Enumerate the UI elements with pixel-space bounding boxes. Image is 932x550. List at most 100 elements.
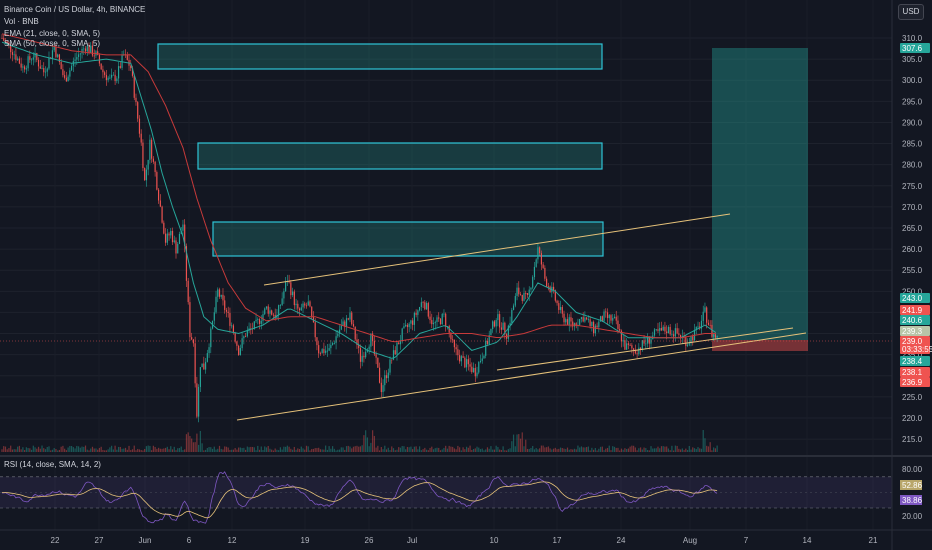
- volume-bar: [302, 448, 304, 452]
- volume-bar: [265, 447, 268, 452]
- volume-bar: [608, 445, 610, 452]
- volume-bar: [558, 448, 560, 452]
- volume-bar: [166, 446, 168, 452]
- candle-body: [114, 74, 116, 82]
- candle-body: [462, 356, 464, 358]
- volume-bar: [467, 447, 469, 452]
- price-tick-label: 275.0: [902, 182, 923, 191]
- candle-body: [215, 296, 217, 313]
- candle-body: [568, 317, 570, 325]
- candle-body: [285, 281, 287, 292]
- volume-bar: [163, 448, 165, 452]
- volume-bar: [481, 448, 483, 452]
- volume-bar: [204, 449, 207, 452]
- candle-body: [323, 349, 325, 353]
- volume-bar: [276, 449, 278, 452]
- volume-bar: [441, 449, 443, 452]
- candle-body: [10, 44, 12, 53]
- candle-body: [518, 287, 520, 295]
- volume-bar: [111, 445, 113, 452]
- time-tick-label: Aug: [683, 536, 697, 545]
- volume-bar: [262, 450, 264, 452]
- candle-body: [509, 322, 511, 326]
- volume-bar: [650, 446, 652, 452]
- candle-body: [330, 344, 332, 349]
- volume-bar: [338, 449, 341, 452]
- volume-bar: [465, 446, 468, 452]
- candle-body: [704, 307, 706, 312]
- candle-body: [119, 66, 121, 68]
- volume-bar: [711, 450, 713, 452]
- volume-bar: [344, 449, 346, 452]
- volume-bar: [248, 447, 250, 452]
- candle-body: [15, 54, 17, 60]
- volume-bar: [13, 449, 15, 452]
- volume-bar: [667, 448, 670, 452]
- time-tick-label: Jul: [407, 536, 417, 545]
- candle-body: [707, 322, 710, 325]
- volume-bar: [318, 447, 320, 452]
- candle-body: [314, 322, 316, 338]
- time-axis: 22 27 Jun 6 12 19 26 Jul 10 17 24 Aug 7 14 21: [51, 536, 878, 545]
- volume-bar: [149, 445, 151, 452]
- volume-bar: [662, 446, 664, 452]
- volume-bar: [274, 448, 276, 452]
- candle-body: [142, 142, 144, 169]
- volume-bar: [142, 450, 144, 452]
- candle-body: [43, 68, 45, 73]
- candle-body: [83, 48, 85, 50]
- volume-bar: [196, 433, 198, 452]
- price-tag: [900, 305, 930, 315]
- volume-bar: [521, 432, 523, 452]
- candle-body: [238, 345, 240, 356]
- volume-bar: [8, 448, 10, 452]
- volume-bar: [58, 449, 61, 452]
- volume-bar: [384, 445, 386, 452]
- price-tag: [900, 336, 930, 346]
- volume-bar: [258, 449, 261, 452]
- volume-bar: [278, 450, 280, 452]
- candle-body: [579, 318, 581, 325]
- candle-body: [203, 363, 205, 370]
- volume-bar: [587, 446, 589, 452]
- volume-bar: [450, 446, 452, 452]
- volume-bar: [525, 439, 527, 452]
- price-tag-label: 243.0: [902, 294, 923, 303]
- volume-bar: [593, 449, 595, 452]
- candle-body: [502, 322, 504, 330]
- volume-bar: [419, 446, 421, 452]
- volume-bar: [180, 446, 182, 452]
- candle-body: [540, 253, 542, 265]
- volume-bar: [156, 448, 158, 452]
- volume-bar: [358, 446, 360, 452]
- volume-bar: [90, 448, 92, 452]
- price-tick-label: 295.0: [902, 97, 923, 106]
- candle-body: [495, 320, 497, 327]
- volume-bar: [27, 448, 29, 452]
- candle-body: [589, 319, 591, 326]
- volume-bar: [354, 446, 356, 452]
- volume-bar: [309, 450, 311, 452]
- candle-body: [511, 309, 513, 323]
- candle-body: [547, 286, 549, 288]
- candle-body: [398, 342, 400, 345]
- rsi-value-label: 38.86: [902, 496, 923, 505]
- candle-body: [333, 342, 335, 344]
- candle-body: [465, 359, 468, 368]
- volume-bar: [681, 448, 683, 452]
- volume-bar: [246, 446, 248, 452]
- volume-bar: [79, 447, 81, 452]
- price-tag: [900, 344, 930, 354]
- time-tick-label: 27: [95, 536, 104, 545]
- volume-bar: [255, 450, 257, 452]
- currency-button[interactable]: USD: [898, 4, 924, 20]
- volume-bar: [298, 449, 301, 452]
- price-tag: [900, 315, 930, 325]
- time-tick-label: 6: [187, 536, 192, 545]
- candle-body: [36, 53, 38, 60]
- candle-body: [412, 320, 414, 325]
- candle-body: [335, 336, 337, 343]
- candle-body: [144, 168, 146, 181]
